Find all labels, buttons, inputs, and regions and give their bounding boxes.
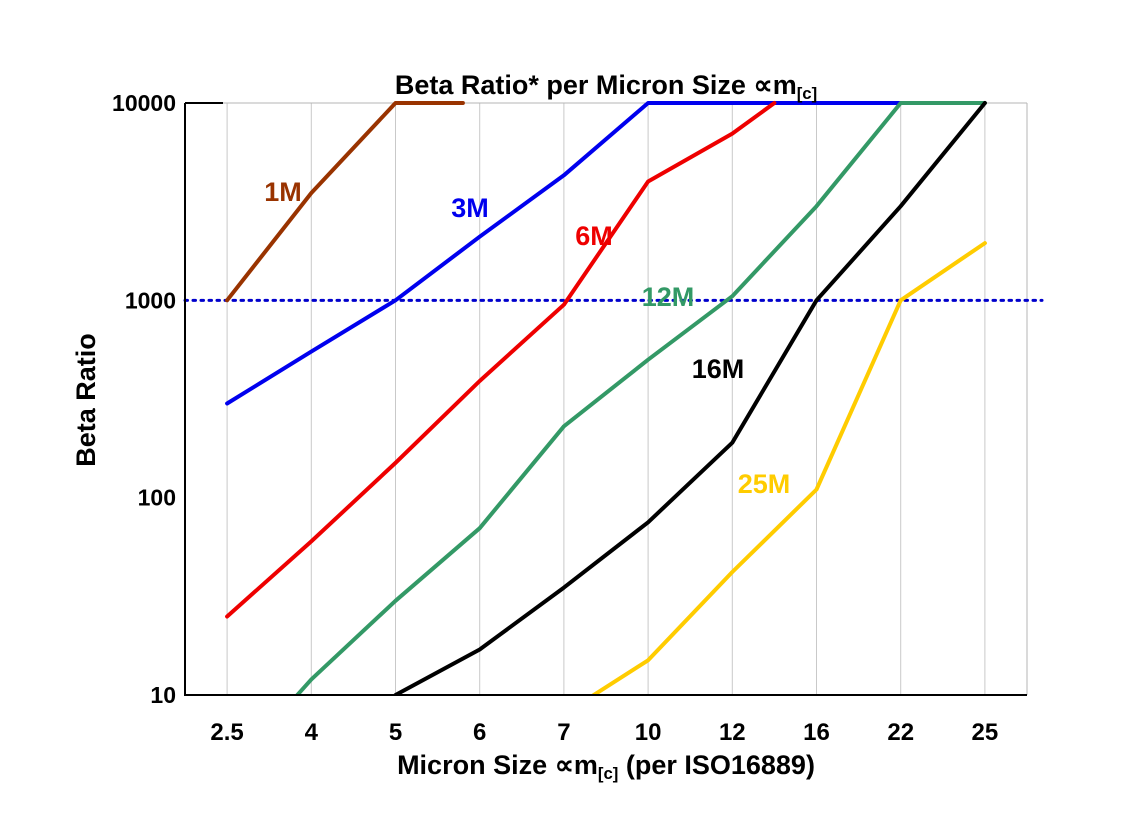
x-axis-title-suffix: (per ISO16889) bbox=[618, 750, 815, 780]
y-axis-title: Beta Ratio bbox=[71, 333, 101, 467]
chart-title-main: Beta Ratio* per Micron Size ∝m bbox=[394, 70, 797, 100]
x-tick-label-2.5: 2.5 bbox=[210, 719, 243, 746]
series-line-16M bbox=[393, 101, 987, 695]
x-axis-title: Micron Size ∝m[c] (per ISO16889) bbox=[185, 750, 1027, 784]
series-label-25M: 25M bbox=[738, 469, 791, 499]
x-tick-label-10: 10 bbox=[635, 719, 662, 746]
series-label-3M: 3M bbox=[451, 193, 489, 223]
chart-title: Beta Ratio* per Micron Size ∝m[c] bbox=[185, 70, 1027, 104]
y-tick-label-10000: 10000 bbox=[112, 90, 176, 116]
x-tick-label-4: 4 bbox=[305, 719, 319, 746]
y-tick-label-1000: 1000 bbox=[125, 287, 176, 313]
y-tick-label-100: 100 bbox=[138, 485, 176, 511]
x-tick-label-22: 22 bbox=[887, 719, 914, 746]
x-tick-label-5: 5 bbox=[389, 719, 402, 746]
series-line-25M bbox=[590, 241, 987, 695]
y-tick-label-10: 10 bbox=[150, 682, 176, 708]
series-line-1M bbox=[225, 101, 465, 303]
series-line-12M bbox=[294, 101, 987, 695]
x-tick-label-25: 25 bbox=[972, 719, 999, 746]
x-axis-title-main: Micron Size ∝m bbox=[397, 750, 598, 780]
series-group bbox=[225, 101, 987, 695]
x-tick-label-12: 12 bbox=[719, 719, 746, 746]
series-label-1M: 1M bbox=[264, 177, 302, 207]
x-axis-title-subscript: [c] bbox=[597, 764, 619, 784]
x-tick-label-16: 16 bbox=[803, 719, 830, 746]
series-line-3M bbox=[225, 101, 903, 406]
x-tick-label-7: 7 bbox=[557, 719, 570, 746]
chart-title-subscript: [c] bbox=[796, 84, 818, 104]
series-line-6M bbox=[225, 101, 777, 619]
series-label-6M: 6M bbox=[575, 221, 613, 251]
series-label-16M: 16M bbox=[692, 354, 745, 384]
x-tick-label-6: 6 bbox=[473, 719, 486, 746]
series-label-12M: 12M bbox=[642, 282, 695, 312]
